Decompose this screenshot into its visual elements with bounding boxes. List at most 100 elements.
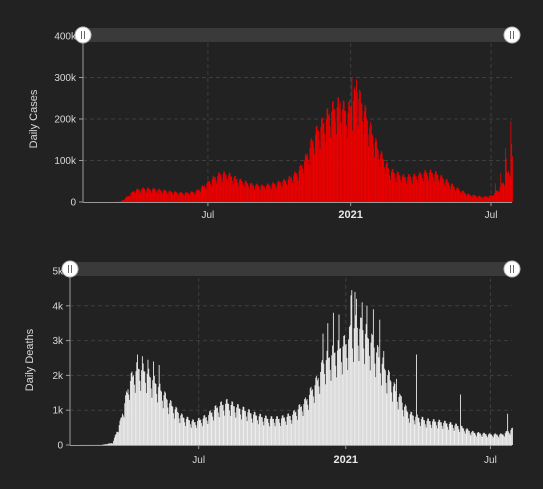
bar xyxy=(348,102,349,202)
bar xyxy=(434,419,435,445)
bar xyxy=(307,405,308,445)
bar xyxy=(169,191,170,202)
range-handle-start[interactable] xyxy=(75,27,91,43)
bar xyxy=(219,417,220,445)
y-tick-label: 100k xyxy=(54,156,77,167)
bar xyxy=(311,387,312,445)
bar xyxy=(382,364,383,445)
bar xyxy=(260,190,261,202)
bar xyxy=(401,396,402,445)
bar xyxy=(445,421,446,445)
bar xyxy=(312,389,313,445)
bar xyxy=(213,420,214,445)
bar xyxy=(468,194,469,202)
bar xyxy=(356,80,357,202)
bar xyxy=(389,372,390,445)
bar xyxy=(500,187,501,202)
bar xyxy=(126,196,127,202)
bar xyxy=(438,180,439,202)
bar xyxy=(490,195,491,202)
bar xyxy=(332,345,333,445)
y-tick-label: 200k xyxy=(54,115,77,126)
bar xyxy=(498,191,499,202)
bar xyxy=(279,182,280,202)
bar xyxy=(234,406,235,445)
bar xyxy=(470,435,471,445)
bar xyxy=(148,188,149,202)
bar xyxy=(474,433,475,445)
bar xyxy=(506,431,507,445)
handle-circle[interactable] xyxy=(504,261,520,277)
bar xyxy=(231,177,232,202)
x-tick-label: Jul xyxy=(202,210,215,221)
x-tick-label: Jul xyxy=(192,455,205,466)
bar xyxy=(123,200,124,202)
bar xyxy=(289,176,290,202)
bar xyxy=(138,369,139,445)
bar xyxy=(474,433,475,445)
bar xyxy=(313,396,314,445)
bar xyxy=(272,419,273,445)
bar xyxy=(227,399,228,445)
bar xyxy=(245,411,246,445)
bar xyxy=(507,172,508,202)
range-handle-start[interactable] xyxy=(62,261,78,277)
bar xyxy=(232,402,233,445)
bar xyxy=(177,193,178,202)
bar xyxy=(424,173,425,202)
bar xyxy=(207,424,208,445)
bar xyxy=(483,433,484,445)
bar xyxy=(448,182,449,202)
bar xyxy=(202,185,203,202)
bar xyxy=(467,429,468,445)
range-handle-end[interactable] xyxy=(504,27,520,43)
bar xyxy=(325,143,326,202)
bar xyxy=(395,384,396,445)
bar xyxy=(354,328,355,445)
scrollbar-track[interactable] xyxy=(70,262,512,276)
bar xyxy=(301,406,302,445)
bar xyxy=(323,334,324,445)
bar xyxy=(247,412,248,445)
bar xyxy=(322,118,323,202)
bar xyxy=(488,434,489,445)
bar xyxy=(292,180,293,202)
range-scrollbar[interactable] xyxy=(75,27,520,43)
bar xyxy=(403,416,404,445)
bar xyxy=(494,434,495,445)
bar xyxy=(459,432,460,445)
y-tick-label: 0 xyxy=(57,441,63,452)
handle-circle[interactable] xyxy=(62,261,78,277)
bar xyxy=(495,434,496,445)
bar xyxy=(432,173,433,202)
bar xyxy=(206,417,207,445)
bar xyxy=(190,424,191,445)
bar xyxy=(441,175,442,202)
bar xyxy=(270,419,271,445)
scrollbar-track[interactable] xyxy=(83,28,512,42)
bar xyxy=(483,198,484,202)
bar xyxy=(232,181,233,202)
bar xyxy=(176,192,177,202)
bar xyxy=(313,140,314,202)
bar xyxy=(108,444,109,445)
bar xyxy=(336,134,337,202)
handle-circle[interactable] xyxy=(504,27,520,43)
bar xyxy=(333,101,334,202)
bar xyxy=(423,420,424,445)
handle-circle[interactable] xyxy=(75,27,91,43)
bar xyxy=(431,173,432,202)
range-scrollbar[interactable] xyxy=(62,261,520,277)
bar xyxy=(435,171,436,202)
bar xyxy=(453,428,454,445)
bar xyxy=(340,102,341,202)
bar xyxy=(239,409,240,445)
range-handle-end[interactable] xyxy=(504,261,520,277)
bar xyxy=(452,425,453,445)
bar xyxy=(484,433,485,445)
bar xyxy=(464,192,465,202)
bar xyxy=(120,421,121,445)
y-axis-label: Daily Deaths xyxy=(24,328,36,391)
bar xyxy=(139,369,140,445)
bar xyxy=(134,385,135,445)
